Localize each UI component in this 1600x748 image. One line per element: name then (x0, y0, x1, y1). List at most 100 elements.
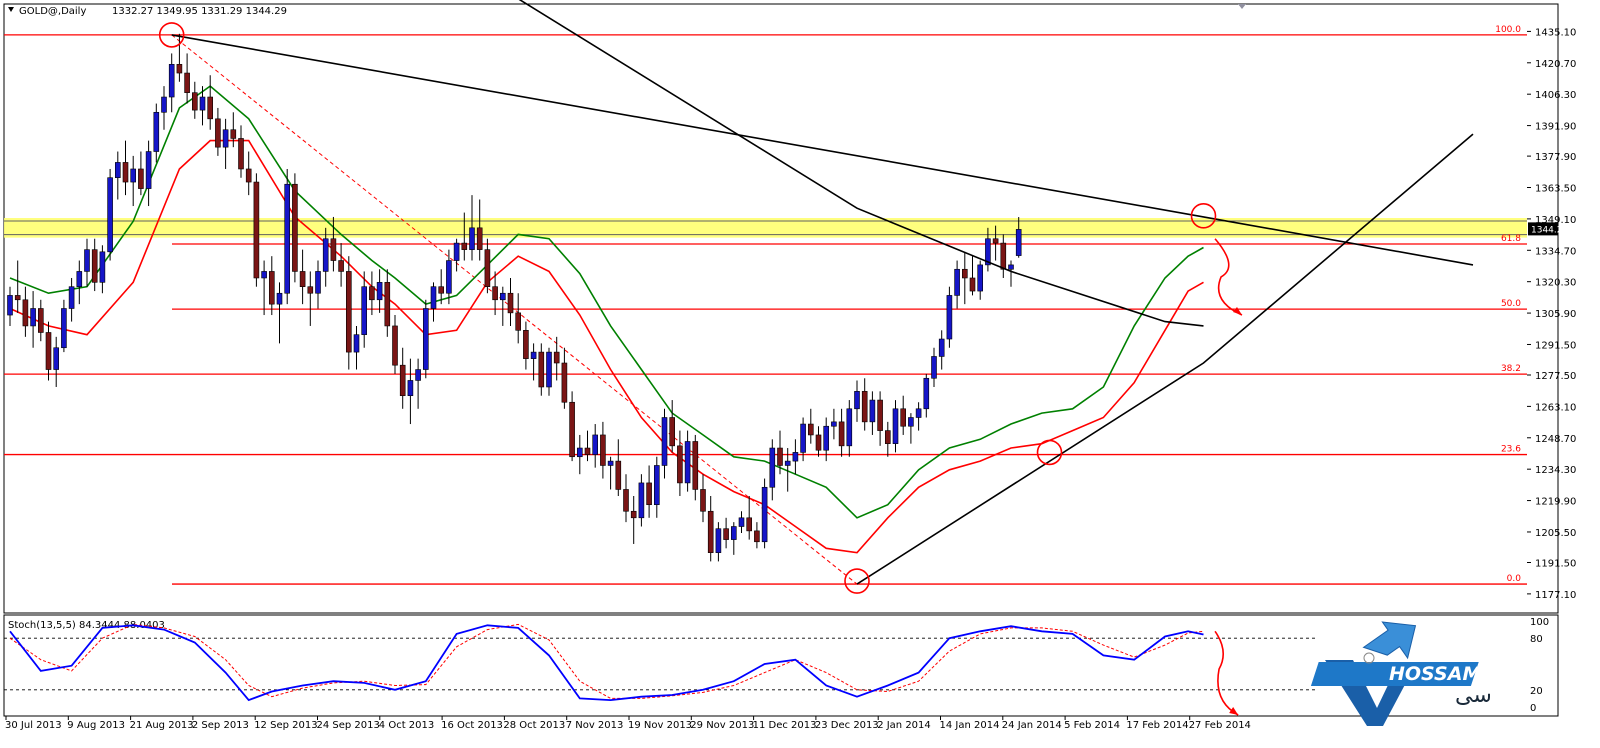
date-tick-label: 12 Sep 2013 (254, 720, 317, 731)
candle-body (345, 271, 352, 353)
candle (777, 430, 783, 475)
candle (399, 347, 406, 409)
candle (122, 140, 129, 196)
candle (68, 277, 75, 322)
stoch-tick-label: 20 (1530, 686, 1543, 697)
candle (746, 495, 753, 540)
stoch-label: Stoch(13,5,5) 84.3444 88.0403 (8, 620, 165, 631)
candle-body (384, 282, 391, 327)
candle (838, 408, 845, 457)
candle-body (792, 452, 799, 462)
candle (376, 269, 383, 313)
logo-banner (1310, 662, 1479, 686)
menu-triangle-icon[interactable] (8, 7, 14, 12)
candle-body (1015, 229, 1022, 256)
main-chart-frame (3, 3, 1559, 614)
candle (499, 286, 506, 326)
candle (684, 430, 691, 492)
trendlines (171, 0, 1474, 585)
price-tick-label: 1435.10 (1535, 27, 1576, 38)
scroll-marker-icon[interactable] (1238, 4, 1246, 9)
price-tick-label: 1277.50 (1535, 371, 1576, 382)
candle (276, 282, 283, 344)
candle-body (831, 421, 837, 427)
candle-body (245, 168, 252, 183)
candle (484, 238, 491, 294)
candle (45, 321, 52, 381)
candle (91, 238, 98, 292)
candle (222, 118, 229, 169)
candle-body (769, 447, 776, 488)
candle (815, 426, 822, 457)
candle-body (476, 227, 483, 250)
candle (238, 125, 244, 178)
candle-body (207, 96, 213, 120)
candle-body (807, 423, 814, 436)
candle (261, 260, 267, 316)
candle-body (561, 362, 568, 403)
fibonacci-levels: 100.0 61.8 50.0 38.2 23.6 0.0 (4, 25, 1527, 585)
date-tick-label: 30 Jul 2013 (5, 720, 62, 731)
candle-body (815, 434, 822, 451)
candle-body (669, 417, 676, 447)
candle (299, 249, 306, 305)
candle-body (45, 332, 52, 370)
candle (215, 107, 221, 156)
candle-body (184, 72, 190, 93)
candle-body (145, 151, 152, 189)
candle (784, 448, 791, 492)
logo-brand: HOSSAM (1389, 663, 1481, 685)
date-tick-label: 21 Aug 2013 (130, 720, 194, 731)
price-tick-label: 1205.50 (1535, 528, 1576, 539)
stoch-tick-label: 100 (1530, 617, 1549, 628)
date-tick-label: 2 Jan 2014 (877, 720, 931, 731)
candle-body (523, 330, 529, 359)
candle (492, 271, 498, 316)
candle (977, 260, 984, 300)
candle (330, 216, 337, 272)
candle (600, 421, 606, 479)
candle-body (869, 399, 876, 423)
date-tick-label: 29 Nov 2013 (690, 720, 754, 731)
chart-header: GOLD@,Daily 1332.27 1349.95 1331.29 1344… (8, 6, 287, 17)
candle-body (630, 510, 637, 519)
candle (161, 86, 167, 130)
candle-body (199, 96, 206, 111)
candle-body (68, 286, 75, 309)
candle-body (253, 181, 260, 279)
candle-body (461, 242, 468, 250)
candle (292, 173, 298, 283)
candle-body (615, 460, 622, 490)
candle (623, 474, 629, 523)
candle (84, 238, 90, 287)
ma-slow-line (9, 139, 1204, 554)
candle (61, 299, 67, 353)
candle-body (738, 517, 745, 527)
date-tick-label: 2 Sep 2013 (192, 720, 249, 731)
price-tick-label: 1263.10 (1535, 402, 1576, 413)
candle-body (992, 238, 999, 244)
candle (476, 199, 483, 261)
ma-fast-line (9, 85, 1204, 519)
candle (938, 330, 945, 370)
candle-body (215, 118, 221, 148)
logo-trademark-icon (1363, 652, 1375, 664)
candle-body (730, 526, 737, 540)
candle (353, 325, 360, 370)
candle (461, 212, 468, 261)
candle-body (931, 356, 937, 379)
date-tick-label: 16 Oct 2013 (441, 720, 503, 731)
date-tick-label: 11 Dec 2013 (753, 720, 817, 731)
down-arrow-head-icon (1233, 307, 1242, 316)
date-tick-label: 27 Feb 2014 (1189, 720, 1251, 731)
candle-body (553, 351, 560, 364)
price-tick-label: 1234.30 (1535, 465, 1576, 476)
candle-body (646, 482, 652, 506)
candle (900, 395, 907, 435)
candle-body (707, 510, 714, 553)
candle (769, 439, 776, 501)
candle-body (115, 162, 121, 178)
candle-body (299, 271, 306, 287)
candle (184, 53, 190, 104)
stoch-arrow-curve (1214, 630, 1239, 716)
